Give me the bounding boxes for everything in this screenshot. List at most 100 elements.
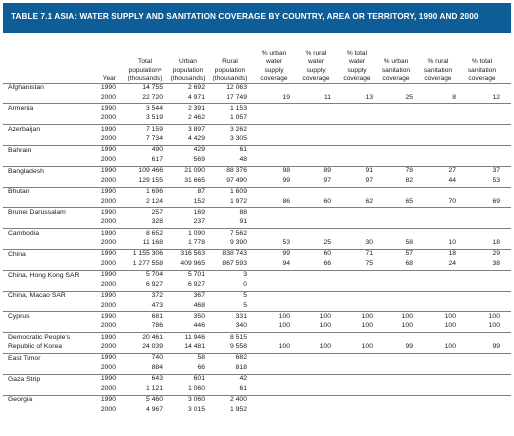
country-name: Cambodia: [8, 229, 39, 237]
cell-year: 1990: [100, 312, 116, 320]
cell-total-pop: 8 652: [145, 229, 163, 237]
cell-year: 2000: [100, 384, 116, 392]
cell-total-pop: 617: [151, 156, 163, 163]
cell-rural-pop: 331: [235, 312, 247, 320]
cell-total-pop: 473: [151, 301, 163, 309]
cell-year: 2000: [100, 343, 116, 351]
cell-rural-pop: 0: [243, 280, 247, 288]
cell-total-pop: 24 039: [142, 343, 163, 351]
cell-rural-water: 97: [323, 176, 331, 184]
cell-year: 1990: [100, 250, 116, 258]
table-row: 2000 328 237 91: [0, 217, 514, 227]
cell-total-pop: 22 720: [142, 93, 163, 101]
cell-rural-pop: 2 400: [229, 396, 247, 403]
cell-urban-pop: 87: [197, 188, 205, 195]
cell-urban-pop: 468: [193, 301, 205, 309]
column-header-rural-water: % rural water supply coverage: [302, 50, 330, 82]
cell-rural-water: 66: [323, 260, 331, 267]
cell-rural-pop: 12 063: [226, 84, 247, 91]
cell-total-pop: 257: [151, 208, 163, 216]
cell-rural-pop: 9 390: [229, 239, 247, 247]
cell-year: 1990: [100, 146, 116, 154]
column-header-total-pop: Total populationᵃ (thousands): [127, 58, 163, 82]
cell-total-san: 53: [492, 176, 500, 184]
cell-total-san: 18: [492, 239, 500, 247]
cell-urban-san: 100: [401, 312, 413, 320]
cell-urban-san: 78: [405, 167, 413, 175]
cell-year: 2000: [100, 322, 116, 330]
country-name: Gaza Strip: [8, 375, 41, 383]
cell-rural-san: 44: [448, 176, 456, 184]
table-row: 2000 884 66 818: [0, 363, 514, 373]
cell-urban-pop: 21 090: [184, 167, 205, 175]
cell-rural-water: 60: [323, 250, 331, 258]
country-name: China: [8, 250, 26, 258]
cell-urban-pop: 1 778: [187, 239, 205, 247]
table-row: 1990 643 601 42: [0, 374, 514, 384]
cell-urban-pop: 601: [193, 375, 205, 383]
table-row: 2000 473 468 5: [0, 301, 514, 311]
cell-rural-pop: 9 558: [229, 343, 247, 351]
country-name: Georgia: [8, 396, 33, 404]
cell-total-pop: 2 124: [145, 197, 163, 205]
country-name: China, Macao SAR: [8, 292, 66, 300]
row-separator: [3, 373, 511, 375]
cell-urban-pop: 31 665: [184, 176, 205, 184]
cell-total-pop: 7 159: [145, 125, 163, 133]
table-row: 2000 4 967 3 015 1 952: [0, 405, 514, 415]
cell-total-water: 97: [365, 176, 373, 184]
cell-total-water: 71: [365, 250, 373, 258]
cell-urban-san: 65: [405, 197, 413, 205]
table-title: TABLE 7.1 ASIA: WATER SUPPLY AND SANITAT…: [11, 12, 479, 21]
cell-urban-san: 57: [405, 250, 413, 258]
table-row: 1990 109 466 21 090 88 376 98 89 91 78 27 37: [0, 166, 514, 176]
table-row: 2000 6 927 6 927 0: [0, 280, 514, 290]
cell-year: 1990: [100, 208, 116, 216]
cell-urban-pop: 446: [193, 322, 205, 330]
cell-urban-pop: 316 563: [180, 250, 205, 258]
row-separator: [3, 207, 511, 209]
cell-total-san: 99: [492, 343, 500, 351]
cell-total-pop: 1 696: [145, 188, 163, 195]
cell-rural-san: 10: [448, 239, 456, 247]
cell-rural-pop: 1 153: [229, 104, 247, 112]
table-row: 2000 3 519 2 462 1 057: [0, 113, 514, 123]
cell-rural-pop: 17 749: [226, 93, 247, 101]
table-row: 1990 14 755 2 692 12 063: [0, 83, 514, 93]
table-title-bar: TABLE 7.1 ASIA: WATER SUPPLY AND SANITAT…: [3, 3, 511, 33]
cell-total-pop: 681: [151, 312, 163, 320]
table-row: 1990 20 461 11 946 8 515: [0, 333, 514, 343]
cell-urban-pop: 14 481: [184, 343, 205, 351]
cell-total-pop: 740: [151, 354, 163, 362]
cell-total-san: 100: [488, 312, 500, 320]
cell-year: 1990: [100, 375, 116, 383]
table-row: 1990 3 544 2 391 1 153: [0, 104, 514, 114]
cell-urban-san: 68: [405, 260, 413, 267]
table-row: 1990 740 58 682: [0, 353, 514, 363]
cell-rural-pop: 838 743: [222, 250, 247, 258]
cell-year: 2000: [100, 405, 116, 413]
row-separator: [3, 394, 511, 396]
cell-total-water: 30: [365, 239, 373, 247]
cell-rural-pop: 1 609: [229, 188, 247, 195]
row-separator: [3, 124, 511, 126]
cell-urban-water: 100: [278, 343, 290, 351]
cell-total-pop: 20 461: [142, 333, 163, 341]
cell-year: 2000: [100, 364, 116, 371]
cell-year: 2000: [100, 280, 116, 288]
table-row: 2000 786 446 340 100 100 100 100 100 100: [0, 321, 514, 331]
cell-total-pop: 129 155: [138, 176, 163, 184]
column-header-urban-san: % urban sanitation coverage: [381, 58, 411, 82]
cell-rural-pop: 48: [239, 156, 247, 163]
column-header-total-water: % total water supply coverage: [343, 50, 371, 82]
cell-total-san: 12: [492, 93, 500, 101]
table-row: 1990 8 652 1 090 7 562: [0, 229, 514, 239]
table-row: 1990 7 159 3 897 3 262: [0, 125, 514, 135]
cell-year: 1990: [100, 354, 116, 362]
cell-rural-water: 25: [323, 239, 331, 247]
cell-urban-pop: 2 692: [187, 84, 205, 91]
cell-rural-pop: 1 972: [229, 197, 247, 205]
table-row: 1990 1 696 87 1 609: [0, 187, 514, 197]
cell-urban-pop: 5 701: [187, 271, 205, 279]
